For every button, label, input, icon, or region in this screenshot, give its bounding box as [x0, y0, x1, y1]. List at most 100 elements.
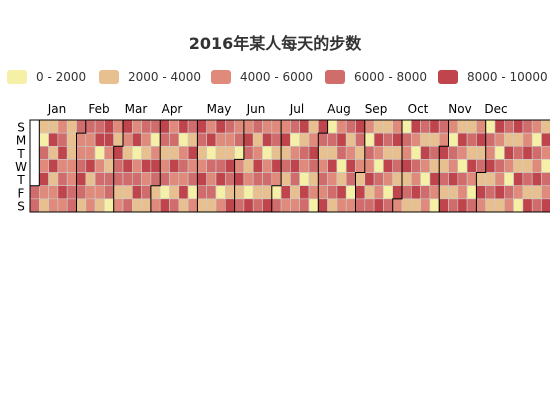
day-cell[interactable] [438, 159, 449, 173]
day-cell[interactable] [503, 159, 514, 173]
legend-item[interactable]: 8000 - 10000 [438, 68, 548, 86]
day-cell[interactable] [252, 119, 263, 134]
day-cell[interactable] [531, 159, 542, 173]
day-cell[interactable] [327, 145, 338, 160]
day-cell[interactable] [383, 198, 393, 213]
day-cell[interactable] [57, 132, 68, 147]
day-cell[interactable] [206, 185, 217, 200]
day-cell[interactable] [187, 172, 198, 186]
day-cell[interactable] [66, 172, 77, 186]
day-cell[interactable] [429, 198, 440, 213]
day-cell[interactable] [410, 172, 421, 186]
day-cell[interactable] [429, 132, 440, 147]
day-cell[interactable] [438, 198, 449, 213]
day-cell[interactable] [187, 145, 198, 160]
day-cell[interactable] [197, 145, 207, 160]
day-cell[interactable] [513, 145, 524, 160]
day-cell[interactable] [373, 172, 384, 186]
day-cell[interactable] [159, 145, 170, 160]
day-cell[interactable] [345, 119, 356, 134]
day-cell[interactable] [485, 185, 496, 200]
day-cell[interactable] [290, 172, 300, 186]
day-cell[interactable] [410, 185, 421, 200]
legend-item[interactable]: 2000 - 4000 [99, 68, 201, 86]
day-cell[interactable] [317, 119, 328, 134]
day-cell[interactable] [373, 145, 384, 160]
day-cell[interactable] [104, 172, 115, 186]
day-cell[interactable] [392, 185, 403, 200]
day-cell[interactable] [122, 198, 133, 213]
day-cell[interactable] [206, 159, 217, 173]
day-cell[interactable] [327, 132, 338, 147]
day-cell[interactable] [94, 172, 105, 186]
day-cell[interactable] [429, 119, 440, 134]
day-cell[interactable] [392, 172, 403, 186]
day-cell[interactable] [234, 145, 245, 160]
day-cell[interactable] [280, 172, 291, 186]
day-cell[interactable] [476, 198, 486, 213]
day-cell[interactable] [262, 198, 273, 213]
day-cell[interactable] [66, 159, 77, 173]
day-cell[interactable] [76, 132, 87, 147]
day-cell[interactable] [206, 145, 217, 160]
day-cell[interactable] [364, 132, 375, 147]
day-cell[interactable] [317, 132, 328, 147]
day-cell[interactable] [280, 185, 291, 200]
day-cell[interactable] [401, 198, 412, 213]
day-cell[interactable] [290, 145, 300, 160]
day-cell[interactable] [178, 119, 189, 134]
day-cell[interactable] [327, 172, 338, 186]
day-cell[interactable] [541, 198, 550, 213]
day-cell[interactable] [122, 172, 133, 186]
day-cell[interactable] [132, 132, 142, 147]
day-cell[interactable] [243, 198, 254, 213]
day-cell[interactable] [503, 198, 514, 213]
day-cell[interactable] [457, 132, 468, 147]
day-cell[interactable] [169, 159, 180, 173]
day-cell[interactable] [401, 119, 412, 134]
legend-item[interactable]: 6000 - 8000 [325, 68, 427, 86]
day-cell[interactable] [392, 132, 403, 147]
day-cell[interactable] [48, 198, 59, 213]
day-cell[interactable] [513, 198, 524, 213]
day-cell[interactable] [113, 145, 124, 160]
day-cell[interactable] [494, 119, 505, 134]
day-cell[interactable] [522, 132, 533, 147]
day-cell[interactable] [271, 198, 282, 213]
day-cell[interactable] [541, 159, 550, 173]
day-cell[interactable] [355, 185, 366, 200]
day-cell[interactable] [159, 172, 170, 186]
day-cell[interactable] [113, 198, 124, 213]
day-cell[interactable] [429, 185, 440, 200]
day-cell[interactable] [522, 119, 533, 134]
day-cell[interactable] [132, 172, 142, 186]
day-cell[interactable] [308, 185, 319, 200]
day-cell[interactable] [503, 132, 514, 147]
day-cell[interactable] [252, 159, 263, 173]
day-cell[interactable] [215, 132, 226, 147]
day-cell[interactable] [85, 198, 96, 213]
day-cell[interactable] [243, 185, 254, 200]
day-cell[interactable] [438, 185, 449, 200]
day-cell[interactable] [38, 145, 49, 160]
day-cell[interactable] [159, 119, 170, 134]
day-cell[interactable] [457, 172, 468, 186]
day-cell[interactable] [373, 119, 384, 134]
day-cell[interactable] [355, 119, 366, 134]
day-cell[interactable] [113, 185, 124, 200]
day-cell[interactable] [457, 145, 468, 160]
day-cell[interactable] [513, 172, 524, 186]
day-cell[interactable] [280, 145, 291, 160]
day-cell[interactable] [187, 185, 198, 200]
day-cell[interactable] [132, 185, 142, 200]
day-cell[interactable] [401, 132, 412, 147]
day-cell[interactable] [169, 145, 180, 160]
day-cell[interactable] [466, 185, 477, 200]
day-cell[interactable] [327, 119, 338, 134]
day-cell[interactable] [48, 119, 59, 134]
day-cell[interactable] [38, 172, 49, 186]
day-cell[interactable] [66, 185, 77, 200]
day-cell[interactable] [531, 185, 542, 200]
day-cell[interactable] [485, 159, 496, 173]
day-cell[interactable] [410, 119, 421, 134]
